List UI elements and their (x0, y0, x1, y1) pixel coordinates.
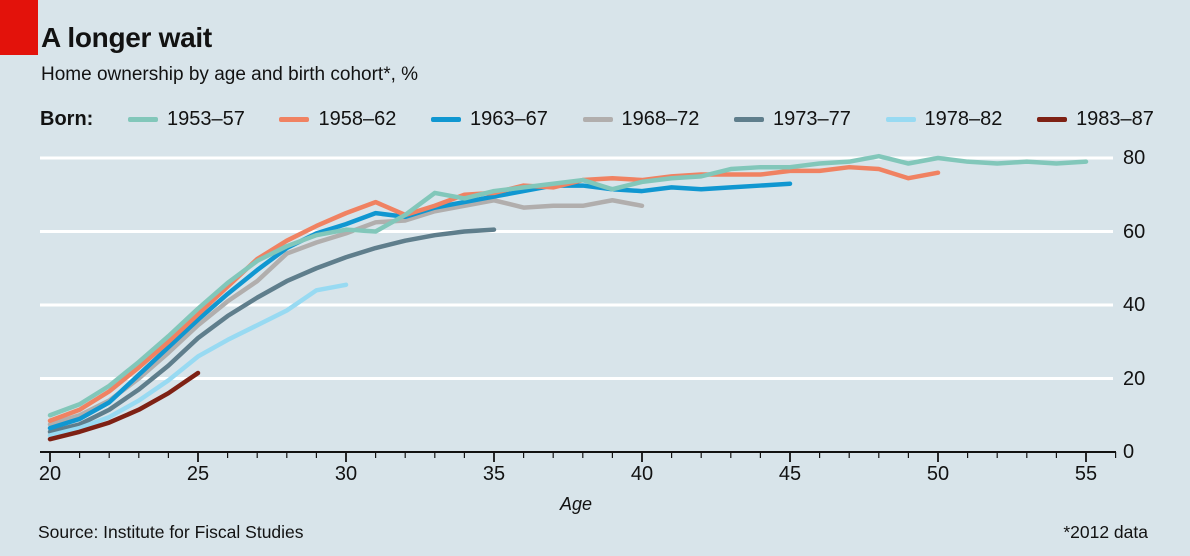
legend-item-1973–77: 1973–77 (734, 108, 851, 131)
series-line-1963–67 (47, 181, 793, 431)
x-tick-label: 45 (778, 463, 802, 485)
chart-footer: Source: Institute for Fiscal Studies *20… (38, 522, 1148, 543)
series-line-1983–87 (47, 370, 201, 442)
legend-swatch (1037, 116, 1068, 122)
x-tick-label: 35 (482, 463, 506, 485)
brand-accent-bar (0, 0, 38, 55)
legend-label: 1973–77 (773, 107, 851, 130)
page-title: A longer wait (41, 22, 212, 53)
chart-subtitle: Home ownership by age and birth cohort*,… (41, 64, 419, 85)
legend-label: 1978–82 (924, 107, 1003, 130)
legend-item-1953–57: 1953–57 (127, 107, 245, 131)
legend-item-1978–82: 1978–82 (885, 107, 1003, 131)
legend-item-1963–67: 1963–67 (431, 108, 548, 131)
legend-label: 1983–87 (1076, 107, 1154, 130)
x-tick-label: 50 (926, 463, 950, 485)
y-tick-label: 20 (1123, 367, 1146, 390)
footnote: *2012 data (1063, 522, 1148, 542)
legend-swatch (885, 116, 916, 122)
legend-swatch (279, 116, 310, 122)
y-tick-label: 80 (1123, 147, 1146, 169)
x-tick-label: 40 (630, 463, 654, 485)
x-tick-label: 55 (1074, 463, 1098, 485)
legend-swatch (431, 116, 461, 122)
x-tick-label: 20 (38, 463, 62, 485)
y-tick-label: 60 (1123, 220, 1146, 243)
source-note: Source: Institute for Fiscal Studies (38, 522, 304, 542)
legend-title: Born: (40, 107, 94, 130)
legend-item-1958–62: 1958–62 (279, 108, 396, 131)
x-axis-title: Age (559, 494, 593, 514)
legend-label: 1963–67 (470, 107, 548, 130)
series-line-1968–72 (47, 198, 645, 427)
legend-label: 1958–62 (318, 107, 397, 130)
x-tick-label: 30 (334, 463, 358, 485)
legend-swatch (127, 116, 158, 122)
y-tick-label: 40 (1123, 294, 1146, 316)
series-line-1953–57 (47, 153, 1089, 418)
series-line-1973–77 (47, 227, 497, 435)
y-tick-label: 0 (1123, 441, 1135, 463)
series-line-1978–82 (47, 282, 349, 438)
legend-item-1968–72: 1968–72 (582, 107, 700, 131)
series-line-1958–62 (47, 164, 941, 424)
chart-legend: Born: 1953–57 1958–62 1963–67 1968–72 1973–7… (40, 106, 1154, 132)
legend-label: 1953–57 (166, 107, 245, 130)
legend-swatch (734, 116, 765, 122)
x-tick-label: 25 (186, 463, 210, 485)
legend-label: 1968–72 (621, 107, 700, 130)
legend-item-1983–87: 1983–87 (1037, 108, 1154, 131)
legend-swatch (582, 116, 613, 122)
